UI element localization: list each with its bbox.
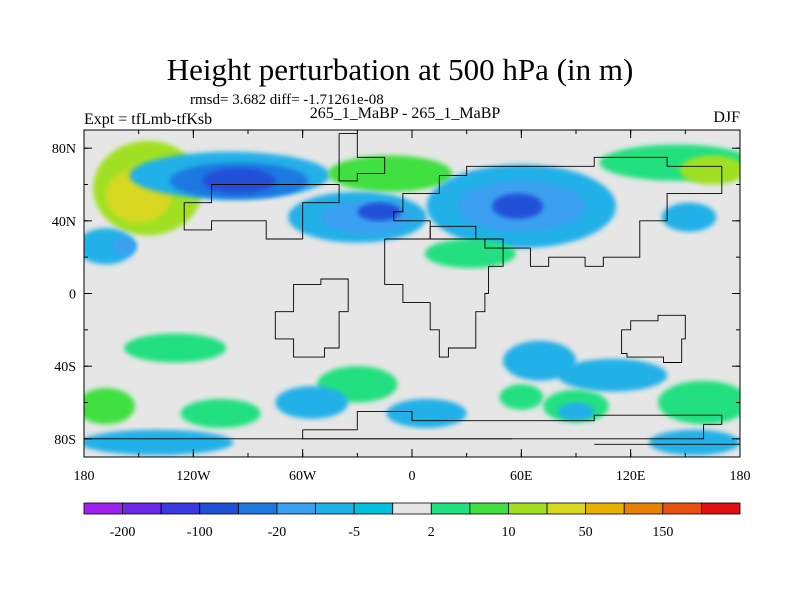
y-tick-label: 80N: [52, 142, 76, 157]
y-tick-label: 0: [69, 288, 76, 303]
colorbar-swatch: [276, 502, 316, 515]
anomaly-region-23: [180, 398, 261, 428]
y-tick-label: 40S: [54, 360, 76, 375]
anomaly-region-31: [648, 429, 740, 456]
anomaly-region-24: [386, 398, 467, 428]
colorbar-swatch: [701, 502, 741, 515]
experiment-label: Expt = tfLmb-tfKsb: [84, 111, 213, 128]
colorbar-swatch: [546, 502, 587, 515]
colorbar-swatch: [623, 502, 664, 515]
continent-outline-4: [384, 225, 504, 358]
anomaly-region-16: [84, 228, 136, 265]
continent-outline-1: [183, 184, 340, 240]
colorbar-swatch: [353, 502, 394, 515]
anomaly-region-18: [124, 333, 227, 363]
anomaly-region-4: [202, 168, 276, 194]
anomaly-region-28: [557, 402, 595, 421]
x-tick-label: 120W: [176, 469, 211, 484]
colorbar-swatch: [199, 502, 239, 515]
run-label: 265_1_MaBP - 265_1_MaBP: [309, 105, 501, 122]
colorbar-label: 50: [579, 525, 593, 540]
anomaly-region-22: [275, 386, 349, 419]
colorbar-label: -20: [268, 525, 287, 540]
anomaly-region-30: [84, 429, 234, 456]
colorbar-label: 2: [428, 525, 435, 540]
anomaly-region-14: [661, 202, 717, 232]
colorbar-swatch: [585, 502, 625, 515]
anomaly-region-5: [328, 155, 453, 192]
anomaly-region-15: [424, 239, 516, 269]
anomaly-region-25: [658, 380, 740, 425]
anomaly-region-29: [499, 384, 544, 410]
anomaly-region-8: [357, 202, 402, 221]
colorbar-label: 150: [652, 525, 673, 540]
colorbar-swatch: [430, 502, 471, 515]
y-tick-label: 40N: [52, 215, 76, 230]
colorbar-swatch: [662, 502, 702, 515]
anomaly-region-20: [557, 358, 668, 392]
season-label: DJF: [713, 109, 740, 126]
continent-outline-5: [621, 314, 686, 363]
x-tick-label: 60W: [289, 469, 317, 484]
colorbar-label: 10: [501, 525, 515, 540]
colorbar-swatch: [83, 502, 123, 515]
colorbar-label: -200: [110, 525, 136, 540]
colorbar-swatch: [508, 502, 548, 515]
anomaly-region-19: [503, 340, 576, 381]
x-tick-label: 60E: [510, 469, 533, 484]
continent-outline-6: [302, 411, 723, 440]
colorbar-swatch: [122, 502, 162, 515]
y-tick-label: 80S: [54, 433, 76, 448]
colorbar-swatch: [160, 502, 201, 515]
colorbar-swatch: [469, 502, 509, 515]
colorbar: -200 -100 -20 -5 2 10 50 150: [83, 502, 741, 540]
x-tick-label: 0: [409, 469, 416, 484]
x-tick-label: 120E: [616, 469, 646, 484]
continent-outline-2: [274, 278, 349, 358]
colorbar-label: -100: [187, 525, 213, 540]
anomaly-region-11: [492, 193, 544, 220]
continent-outline-0: [338, 133, 386, 182]
colorbar-label: -5: [348, 525, 360, 540]
x-tick-label: 180: [74, 469, 95, 484]
colorbar-swatch: [237, 502, 278, 515]
anomaly-region-13: [679, 155, 740, 185]
colorbar-swatch: [392, 502, 432, 515]
x-tick-label: 180: [730, 469, 751, 484]
anomaly-region-26: [84, 387, 136, 425]
anomaly-region-17: [111, 237, 137, 256]
rmsd-diff-stats: rmsd= 3.682 diff= -1.71261e-08: [190, 92, 384, 108]
colorbar-swatch: [315, 502, 355, 515]
chart-title: Height perturbation at 500 hPa (in m): [166, 52, 634, 87]
continent-outline-3: [393, 156, 723, 267]
